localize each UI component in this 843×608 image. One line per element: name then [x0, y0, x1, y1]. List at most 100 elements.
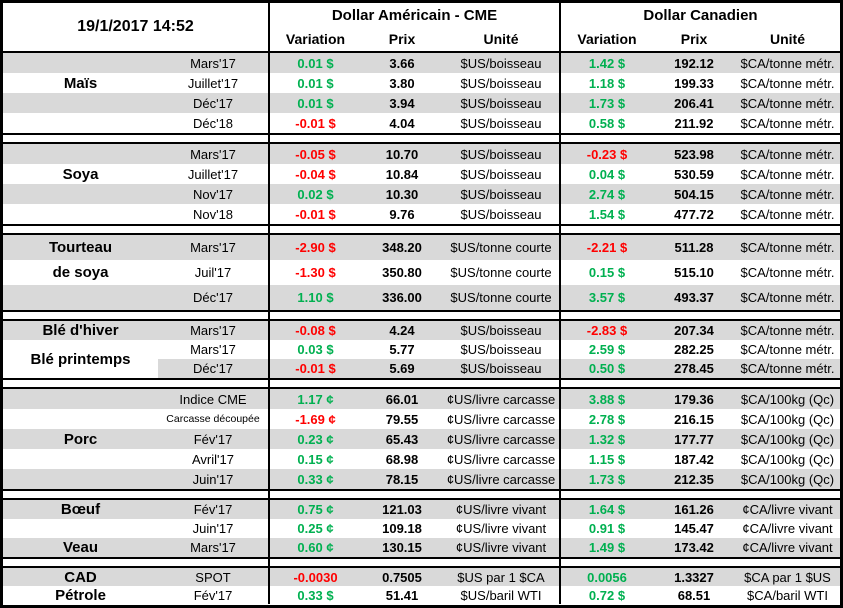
- prix-us-value: 65.43: [361, 429, 443, 449]
- variation-ca-value: 1.32 $: [559, 429, 653, 449]
- unite-ca-label: $CA/tonne métr.: [735, 184, 840, 204]
- prix-ca-value: 177.77: [653, 429, 735, 449]
- gap-segment: [268, 226, 559, 233]
- prix-us-value: 5.69: [361, 359, 443, 378]
- unite-us-label: $US/boisseau: [443, 93, 559, 113]
- contract-month: Fév'17: [158, 429, 268, 449]
- gap-segment: [3, 226, 268, 233]
- unite-us-label: $US/boisseau: [443, 53, 559, 73]
- variation-ca-value: 1.54 $: [559, 204, 653, 224]
- prix-us-value: 109.18: [361, 519, 443, 538]
- variation-ca-value: 1.49 $: [559, 538, 653, 557]
- commodity-label: [3, 389, 158, 409]
- prix-ca-value: 511.28: [653, 235, 735, 260]
- gap-segment: [268, 312, 559, 319]
- gap-segment: [559, 226, 840, 233]
- variation-us-value: 0.33 ¢: [268, 469, 361, 489]
- prix-us-value: 4.24: [361, 321, 443, 340]
- commodity-label: de soya: [3, 260, 158, 285]
- variation-us-value: 0.03 $: [268, 340, 361, 359]
- contract-month: Avril'17: [158, 449, 268, 469]
- unite-us-label: ¢US/livre carcasse: [443, 389, 559, 409]
- commodity-label: [3, 469, 158, 489]
- section-gap: [3, 491, 840, 500]
- prix-ca-value: 282.25: [653, 340, 735, 359]
- unite-ca-label: $CA/100kg (Qc): [735, 469, 840, 489]
- prix-ca-value: 211.92: [653, 113, 735, 133]
- variation-us-value: 0.75 ¢: [268, 500, 361, 519]
- prix-ca-value: 477.72: [653, 204, 735, 224]
- variation-us-value: 1.10 $: [268, 285, 361, 310]
- unite-us-label: $US/boisseau: [443, 204, 559, 224]
- prix-us-value: 10.70: [361, 144, 443, 164]
- variation-ca-value: 1.73 $: [559, 93, 653, 113]
- contract-month: Mars'17: [158, 235, 268, 260]
- unite-us-label: $US/boisseau: [443, 340, 559, 359]
- contract-month: Mars'17: [158, 538, 268, 557]
- gap-segment: [268, 491, 559, 498]
- unite-us-label: $US/tonne courte: [443, 260, 559, 285]
- section-soya: Mars'17 -0.05 $10.70 $US/boisseau -0.23 $52…: [3, 144, 840, 226]
- unite-us-label: ¢US/livre carcasse: [443, 429, 559, 449]
- contract-month: Déc'17: [158, 93, 268, 113]
- commodity-label: [3, 53, 158, 73]
- unite-ca-label: $CA/tonne métr.: [735, 164, 840, 184]
- variation-us-value: 0.23 ¢: [268, 429, 361, 449]
- prix-us-value: 5.77: [361, 340, 443, 359]
- unite-us-label: ¢US/livre vivant: [443, 500, 559, 519]
- variation-us-value: 0.02 $: [268, 184, 361, 204]
- prix-ca-value: 278.45: [653, 359, 735, 378]
- variation-us-value: 0.15 ¢: [268, 449, 361, 469]
- prix-ca-value: 212.35: [653, 469, 735, 489]
- commodity-label: Bœuf: [3, 500, 158, 519]
- column-header-prix-us: Prix: [388, 31, 416, 47]
- variation-us-value: -0.01 $: [268, 113, 361, 133]
- variation-ca-value: 0.50 $: [559, 359, 653, 378]
- sections: Mars'17 0.01 $3.66 $US/boisseau 1.42 $192.1…: [3, 53, 840, 605]
- variation-us-value: -0.01 $: [268, 204, 361, 224]
- section-mais: Mars'17 0.01 $3.66 $US/boisseau 1.42 $192.1…: [3, 53, 840, 135]
- prix-ca-value: 523.98: [653, 144, 735, 164]
- column-header-unite-us: Unité: [483, 31, 519, 47]
- commodity-label: [3, 519, 158, 538]
- variation-ca-value: 1.64 $: [559, 500, 653, 519]
- unite-us-label: $US/baril WTI: [443, 586, 559, 604]
- column-header-prix-ca: Prix: [680, 31, 708, 47]
- prix-us-value: 3.94: [361, 93, 443, 113]
- commodity-label: [3, 184, 158, 204]
- contract-month: Juillet'17: [158, 164, 268, 184]
- prix-ca-value: 145.47: [653, 519, 735, 538]
- variation-us-value: 0.33 $: [268, 586, 361, 604]
- gap-segment: [559, 491, 840, 498]
- commodity-label: Soya: [3, 164, 158, 184]
- unite-ca-label: $CA/tonne métr.: [735, 204, 840, 224]
- contract-month: Mars'17: [158, 340, 268, 359]
- prix-ca-value: 504.15: [653, 184, 735, 204]
- variation-ca-value: -2.83 $: [559, 321, 653, 340]
- unite-ca-label: $CA/tonne métr.: [735, 93, 840, 113]
- contract-month: SPOT: [158, 568, 268, 586]
- gap-segment: [3, 312, 268, 319]
- unite-ca-label: $CA/tonne métr.: [735, 321, 840, 340]
- variation-ca-value: 1.73 $: [559, 469, 653, 489]
- contract-month: Nov'17: [158, 184, 268, 204]
- contract-month: Juin'17: [158, 469, 268, 489]
- prix-ca-value: 530.59: [653, 164, 735, 184]
- unite-us-label: $US par 1 $CA: [443, 568, 559, 586]
- contract-month: Déc'18: [158, 113, 268, 133]
- gap-segment: [268, 380, 559, 387]
- contract-month: Fév'17: [158, 586, 268, 604]
- prix-ca-value: 493.37: [653, 285, 735, 310]
- variation-us-value: -1.30 $: [268, 260, 361, 285]
- variation-ca-value: 1.18 $: [559, 73, 653, 93]
- commodity-label: CAD: [3, 568, 158, 586]
- variation-us-value: -0.04 $: [268, 164, 361, 184]
- prix-ca-value: 1.3327: [653, 568, 735, 586]
- variation-us-value: -2.90 $: [268, 235, 361, 260]
- prix-ca-value: 173.42: [653, 538, 735, 557]
- prix-ca-value: 207.34: [653, 321, 735, 340]
- unite-ca-label: $CA/tonne métr.: [735, 144, 840, 164]
- unite-ca-label: $CA/100kg (Qc): [735, 389, 840, 409]
- prix-ca-value: 206.41: [653, 93, 735, 113]
